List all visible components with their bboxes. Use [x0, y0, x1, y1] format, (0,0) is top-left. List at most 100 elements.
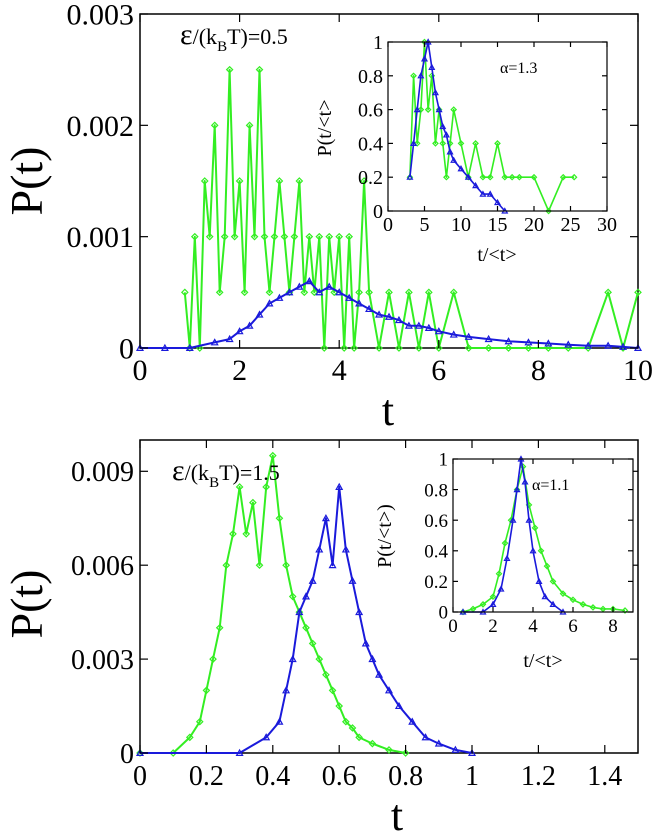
bottom-main-series-1-point: [275, 514, 284, 523]
top-main-series-1-point: [230, 232, 239, 241]
top-main-series-1-point: [405, 288, 413, 297]
bottom-main-series-1-point: [209, 655, 217, 663]
bottom-inset-series-2-point: [529, 547, 537, 554]
top-main-series-1-point: [245, 121, 254, 130]
top-main-series-1-point: [310, 288, 319, 297]
top-main-series-2-point: [285, 288, 294, 296]
bottom-main-series-2-point: [361, 639, 370, 647]
top-inset-bg: [388, 42, 607, 211]
top-main-series-1-point: [350, 344, 358, 352]
top-main-series-1-point: [250, 232, 259, 241]
top-main-series-2-point: [384, 312, 394, 320]
top-main-series-2-point: [504, 337, 513, 345]
top-main-series-1-point: [270, 232, 279, 241]
top-main-series-1-point: [524, 344, 533, 352]
bottom-inset-series-1-point: [569, 596, 577, 604]
top-main-series-2-point: [315, 288, 324, 296]
top-main-y-tick-label: 0.002: [67, 110, 135, 143]
bottom-main-series-1-point: [249, 498, 257, 507]
top-main-series-1-point: [365, 288, 373, 297]
top-main-series-1-point: [464, 344, 473, 352]
bottom-main-x-tick-label: 0.6: [322, 761, 357, 792]
bottom-y-axis-label: P(t): [1, 570, 52, 639]
bottom-inset-x-tick-label: 0: [448, 616, 458, 637]
top-main-y-tick-label: 0.001: [67, 221, 135, 254]
top-main-series-1-point: [360, 177, 368, 185]
top-main-series-2-point: [265, 299, 274, 307]
bottom-inset-x-tick-label: 2: [488, 616, 498, 637]
top-main-series-1-point: [434, 344, 443, 352]
bottom-inset-y-tick-label: 0.8: [424, 480, 448, 501]
top-inset-x-tick-label: 0: [383, 214, 393, 236]
top-main-series-2-point: [464, 332, 473, 340]
bottom-inset-axes: 0 2 4 6 8 0 0.2 0.4 0.6 0.8 1: [424, 450, 633, 637]
top-main-series-1-point: [240, 288, 249, 297]
top-inset-y-tick-label: 0.2: [358, 167, 383, 189]
top-inset-series-1-point: [508, 173, 516, 181]
bottom-inset-series-1-point: [537, 547, 545, 555]
bottom-annotation-part1: /(k: [185, 460, 209, 485]
top-main-series-1-point: [180, 288, 189, 297]
top-inset-series-2-point: [472, 181, 480, 189]
bottom-panel: 0 0.2 0.4 0.6 0.8 1 1.2 1.4 0 0.003 0.006 0.009 P(t…: [1, 439, 639, 836]
bottom-inset-series-2-point: [489, 600, 497, 607]
bottom-main-series-2-point: [348, 576, 357, 584]
bottom-main-series-1-point: [355, 733, 363, 742]
top-inset-series-2-point: [479, 190, 487, 197]
bottom-main-series-2-point: [315, 545, 324, 553]
top-main-series-1-point: [335, 232, 344, 241]
top-inset-series-2-point: [457, 165, 465, 172]
top-main-series-1-point: [220, 232, 229, 241]
top-inset-series-1-point: [439, 140, 447, 147]
top-main-series-1-point: [260, 232, 269, 241]
top-inset-series-2-point: [420, 55, 429, 62]
bottom-main-series-2-point: [262, 733, 271, 741]
bottom-main-series-1-point: [288, 592, 297, 601]
bottom-inset-y-tick-label: 0.2: [424, 572, 448, 593]
top-main-series-1-point: [255, 65, 264, 74]
top-main-x-tick-label: 2: [232, 354, 247, 387]
bottom-main-series-1-point: [335, 702, 344, 710]
bottom-main-series-1-point: [215, 623, 224, 632]
top-main-series-2-point: [484, 334, 493, 343]
top-inset-series-1-point: [501, 173, 509, 181]
top-inset-series-1-point: [494, 140, 501, 147]
top-annotation-subscript: B: [217, 39, 227, 55]
top-inset-y-tick-label: 1: [373, 32, 383, 54]
top-main-series-2-point: [375, 310, 384, 318]
bottom-inset-series-2-point: [513, 485, 521, 493]
bottom-main-series-2-point: [235, 748, 244, 757]
bottom-inset-series-1-point: [543, 562, 551, 570]
top-main-series-1-point: [295, 177, 304, 185]
bottom-main-series-1-point: [385, 746, 393, 754]
bottom-main-data: [135, 451, 477, 757]
bottom-main-series-2-line: [140, 485, 473, 754]
top-main-series-1-point: [424, 288, 433, 297]
bottom-inset: 0 2 4 6 8 0 0.2 0.4 0.6 0.8 1 α=1.1 t/<t> P(t/<t>): [374, 450, 634, 672]
top-inset-series-2-point: [446, 148, 454, 155]
top-inset-y-tick-label: 0.8: [358, 66, 383, 88]
bottom-main-series-1-point: [401, 749, 410, 757]
bottom-main-series-2-point: [335, 482, 344, 490]
top-main-series-2-point: [325, 282, 334, 290]
top-main-series-2-point: [584, 341, 593, 349]
top-main-series-2-point: [619, 342, 628, 350]
top-inset-series-2-point: [413, 105, 421, 113]
top-main-series-2-point: [245, 321, 254, 329]
bottom-inset-series-1-point: [621, 607, 629, 614]
bottom-main-series-1-point: [229, 530, 237, 538]
top-annotation-part2: T)=0.5: [227, 24, 288, 49]
bottom-main-series-1-point: [222, 561, 231, 570]
bottom-main-x-tick-label: 0.2: [189, 761, 224, 792]
bottom-main-x-tick-label: 0: [133, 761, 147, 792]
bottom-main-series-2-point: [275, 717, 284, 725]
top-inset-series-2-point: [439, 122, 447, 130]
top-inset-series-2-point: [431, 88, 439, 96]
top-inset-series-2-point: [493, 198, 502, 206]
top-main-series-2-point: [414, 321, 423, 329]
top-inset-x-tick-label: 15: [488, 214, 508, 236]
top-inset-series-2-point: [464, 173, 472, 180]
top-inset-series-1-point: [457, 140, 465, 147]
bottom-inset-series-2-point: [525, 516, 533, 523]
